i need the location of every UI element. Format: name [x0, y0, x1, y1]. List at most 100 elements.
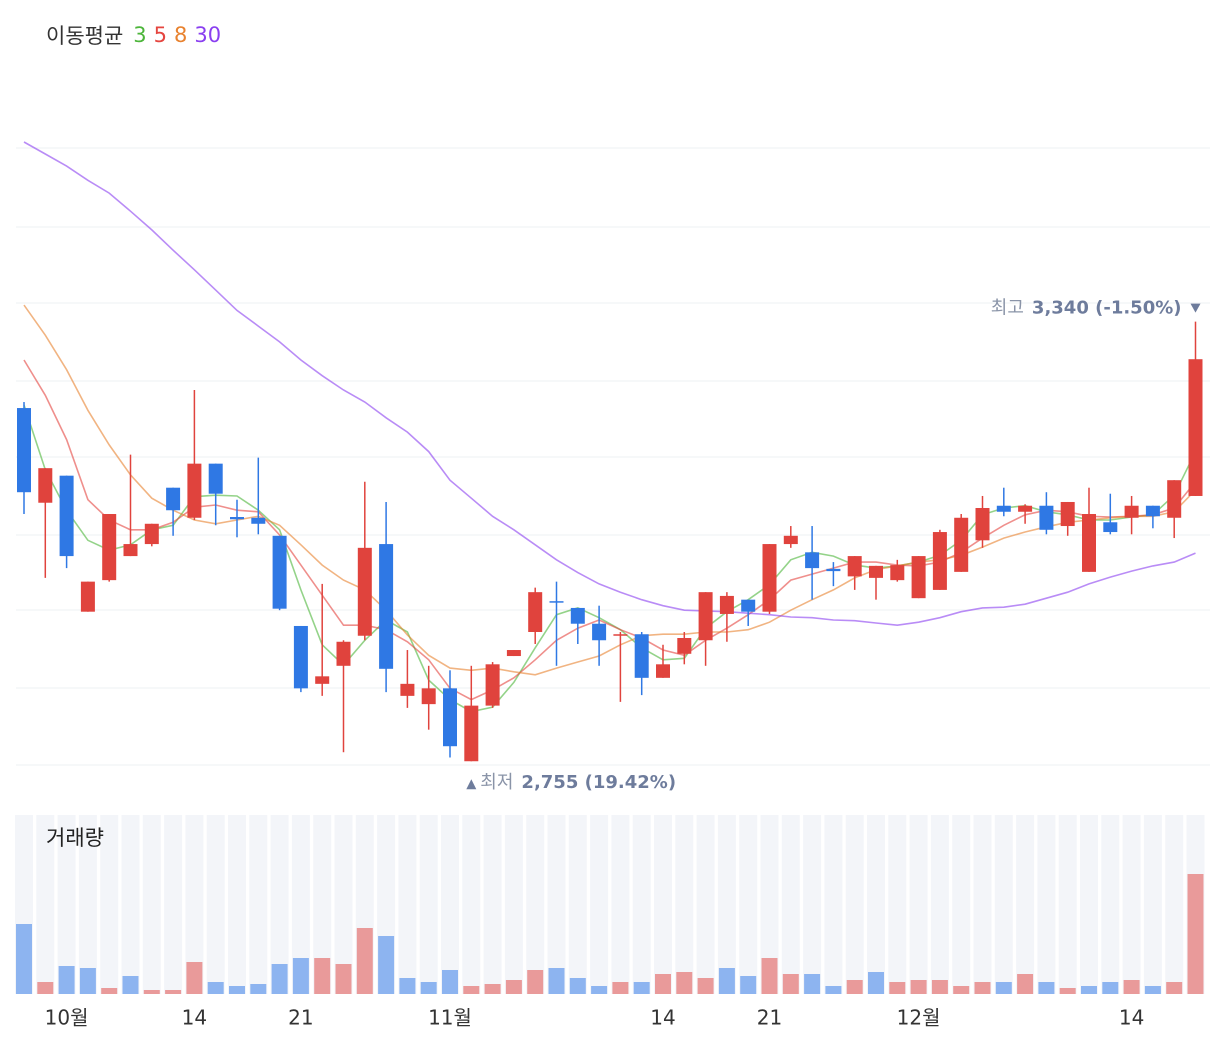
- volume-stripe: [1058, 815, 1077, 994]
- volume-bar: [804, 974, 821, 994]
- candle-body: [336, 641, 351, 666]
- legend: 이동평균 3 5 8 30: [46, 20, 221, 50]
- volume-bar: [1017, 974, 1034, 994]
- volume-bar: [314, 958, 331, 994]
- volume-stripe: [994, 815, 1013, 994]
- candle-body: [506, 650, 521, 657]
- candle-body: [485, 664, 500, 706]
- volume-title: 거래량: [46, 826, 104, 850]
- candle-body: [847, 556, 862, 577]
- volume-stripe: [632, 815, 651, 994]
- candle-body: [911, 556, 926, 599]
- volume-stripe: [952, 815, 971, 994]
- candle-body: [975, 507, 990, 541]
- volume-bar: [420, 982, 437, 994]
- volume-bar: [1123, 980, 1140, 994]
- volume-bar: [58, 966, 75, 994]
- candle-body: [230, 517, 244, 520]
- candles: [17, 321, 1203, 762]
- ma-line: [23, 404, 1197, 713]
- volume-stripe: [696, 815, 715, 994]
- volume-bar: [612, 982, 629, 994]
- volume-bar: [761, 958, 778, 994]
- high-annotation: 최고 3,340 (-1.50%): [991, 298, 1182, 319]
- candle-body: [592, 623, 607, 641]
- x-tick-label: 14: [1119, 1006, 1144, 1030]
- volume-bar: [782, 974, 799, 994]
- legend-entry: 3: [133, 23, 147, 47]
- volume-bar: [165, 990, 182, 994]
- volume-stripe: [739, 815, 758, 994]
- volume-stripe: [1101, 815, 1120, 994]
- candle-body: [932, 532, 947, 590]
- volume-bar: [229, 986, 245, 994]
- volume-stripe: [781, 815, 800, 994]
- candle-body: [613, 634, 628, 636]
- candle-body: [1167, 480, 1182, 518]
- low-marker: [466, 779, 477, 790]
- x-tick-label: 21: [288, 1006, 313, 1030]
- volume-bar: [79, 968, 96, 994]
- volume-stripe: [590, 815, 609, 994]
- volume-bar: [910, 980, 927, 994]
- volume-stripe: [675, 815, 694, 994]
- candle-body: [17, 408, 31, 493]
- volume-stripe: [228, 815, 246, 994]
- volume-bar: [442, 970, 458, 994]
- candle-body: [549, 601, 564, 603]
- volume-bar: [1038, 982, 1055, 994]
- candle-body: [1124, 505, 1139, 518]
- x-tick-label: 14: [650, 1006, 675, 1030]
- candle-body: [741, 599, 756, 612]
- volume-stripe: [36, 815, 55, 994]
- volume-stripe: [568, 815, 587, 994]
- volume-stripe: [270, 815, 289, 994]
- x-axis: 10월 14 21 11월 14 21 12월 14: [45, 1006, 1145, 1030]
- volume-stripe: [334, 815, 353, 994]
- volume-stripe: [504, 815, 523, 994]
- volume-stripe: [483, 815, 502, 994]
- candle-body: [166, 487, 181, 511]
- candle-body: [251, 517, 266, 524]
- volume-bar: [399, 978, 416, 994]
- volume-bar: [953, 986, 970, 994]
- volume-bar: [37, 982, 54, 994]
- candle-body: [187, 463, 202, 518]
- candle-body: [1145, 505, 1160, 517]
- candle-body: [869, 565, 883, 578]
- volume-bar: [1187, 874, 1204, 994]
- volume-bar: [591, 986, 608, 994]
- legend-entry: 5: [153, 23, 168, 47]
- candle-body: [1039, 505, 1054, 530]
- volume-stripe: [824, 815, 843, 994]
- high-marker: [1190, 303, 1201, 313]
- volume-bar: [1059, 988, 1076, 994]
- volume-stripe: [164, 815, 183, 994]
- candle-body: [528, 592, 543, 632]
- volume-bar: [655, 974, 671, 994]
- volume-stripe: [526, 815, 545, 994]
- volume-stripe: [185, 815, 204, 994]
- volume-bar: [697, 978, 714, 994]
- volume-bar: [292, 958, 309, 994]
- candle-body: [38, 468, 53, 503]
- volume-bar: [122, 976, 139, 994]
- volume-stripe: [930, 815, 949, 994]
- candle-body: [656, 664, 670, 678]
- volume-bar: [250, 984, 267, 994]
- candle-body: [144, 523, 159, 545]
- candle-body: [719, 595, 734, 614]
- volume-bar: [505, 980, 522, 994]
- volume-bar: [995, 982, 1012, 994]
- candle-body: [357, 547, 372, 636]
- volume-bar: [825, 986, 842, 994]
- candle-body: [698, 592, 713, 641]
- candle-body: [315, 676, 330, 684]
- annotations: 최고 3,340 (-1.50%) 최저 2,755 (19.42%): [466, 298, 1201, 793]
- x-tick-label: 12월: [897, 1006, 941, 1030]
- volume-stripe: [313, 815, 332, 994]
- ma-line: [23, 141, 1196, 627]
- candle-body: [634, 634, 649, 678]
- candle-body: [80, 581, 95, 612]
- x-tick-label: 10월: [45, 1006, 89, 1030]
